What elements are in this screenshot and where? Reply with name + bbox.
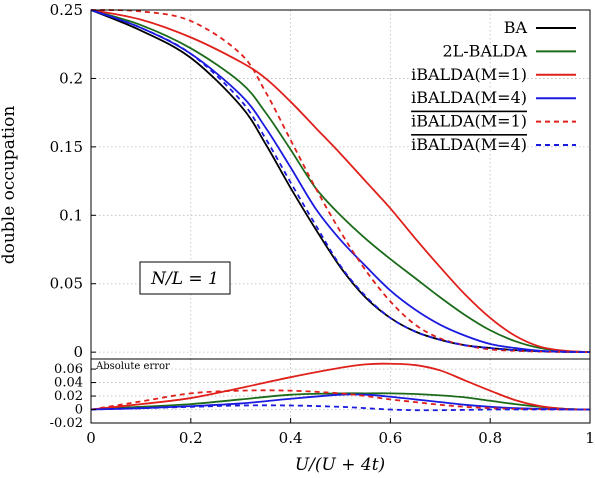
error-series-bar-ibalda-m-1-dashed-line bbox=[90, 389, 591, 411]
main-panel: 0 0.05 0.1 0.15 0.2 0.25 N/L = 1 BA 2L-BALDA iB… bbox=[50, 1, 591, 361]
y-tick-label: 0.15 bbox=[50, 138, 83, 156]
error-frame bbox=[90, 358, 591, 424]
series-2l-balda-line bbox=[90, 9, 591, 354]
y-tick-label: -0.02 bbox=[50, 416, 83, 431]
main-series-lines bbox=[90, 9, 591, 354]
x-tick-label: 0.4 bbox=[279, 429, 303, 447]
annotation-text: N/L = 1 bbox=[150, 269, 219, 289]
y-tick-label: 0 bbox=[75, 403, 83, 418]
x-tick-label: 1 bbox=[585, 429, 595, 447]
legend-label: iBALDA(M=4) bbox=[411, 88, 527, 107]
x-tick-label: 0.2 bbox=[179, 429, 203, 447]
x-axis-label: U/(U + 4t) bbox=[295, 455, 385, 475]
x-ticks: 0 0.2 0.4 0.6 0.8 1 bbox=[86, 418, 595, 447]
legend-label: BA bbox=[504, 18, 528, 37]
legend: BA 2L-BALDA iBALDA(M=1) iBALDA(M=4) iBALDA(M… bbox=[411, 18, 576, 154]
series-ba-line bbox=[90, 9, 591, 354]
main-grid bbox=[91, 9, 590, 359]
error-panel-title: Absolute error bbox=[95, 361, 170, 372]
y-tick-label: 0.02 bbox=[54, 389, 83, 404]
y-tick-label: 0.05 bbox=[50, 275, 83, 293]
error-series-ibalda-m-4-line bbox=[90, 393, 591, 411]
y-tick-label: 0.25 bbox=[50, 1, 83, 19]
series-bar-ibalda-m-4-dashed-line bbox=[90, 9, 591, 354]
annotation-frame bbox=[139, 261, 231, 295]
x-tick-label: 0.6 bbox=[378, 429, 402, 447]
legend-label: iBALDA(M=4) bbox=[411, 135, 527, 154]
y-tick-label: 0.2 bbox=[59, 69, 83, 87]
y-tick-label: 0.1 bbox=[59, 206, 83, 224]
series-ibalda-m-1-line bbox=[90, 9, 591, 354]
main-y-ticks: 0 0.05 0.1 0.15 0.2 0.25 bbox=[50, 1, 96, 361]
y-tick-label: 0.06 bbox=[54, 362, 83, 377]
legend-label: iBALDA(M=1) bbox=[411, 112, 527, 131]
series-ibalda-m-4-line bbox=[90, 9, 591, 354]
error-series-ibalda-m-1-line bbox=[90, 362, 591, 411]
error-series-lines bbox=[90, 362, 591, 412]
legend-label: 2L-BALDA bbox=[442, 41, 527, 60]
annotation-box: N/L = 1 bbox=[139, 261, 231, 295]
legend-label: iBALDA(M=1) bbox=[411, 65, 527, 84]
x-tick-label: 0.8 bbox=[478, 429, 502, 447]
y-tick-label: 0.04 bbox=[54, 376, 83, 391]
y-axis-label: double occupation bbox=[0, 106, 19, 265]
x-tick-label: 0 bbox=[86, 429, 96, 447]
error-series-bar-ibalda-m-4-dashed-line bbox=[90, 404, 590, 412]
series-bar-ibalda-m-1-dashed-line bbox=[90, 9, 591, 354]
main-frame bbox=[90, 9, 591, 360]
y-tick-label: 0 bbox=[73, 343, 83, 361]
error-series-2l-balda-line bbox=[90, 392, 591, 411]
